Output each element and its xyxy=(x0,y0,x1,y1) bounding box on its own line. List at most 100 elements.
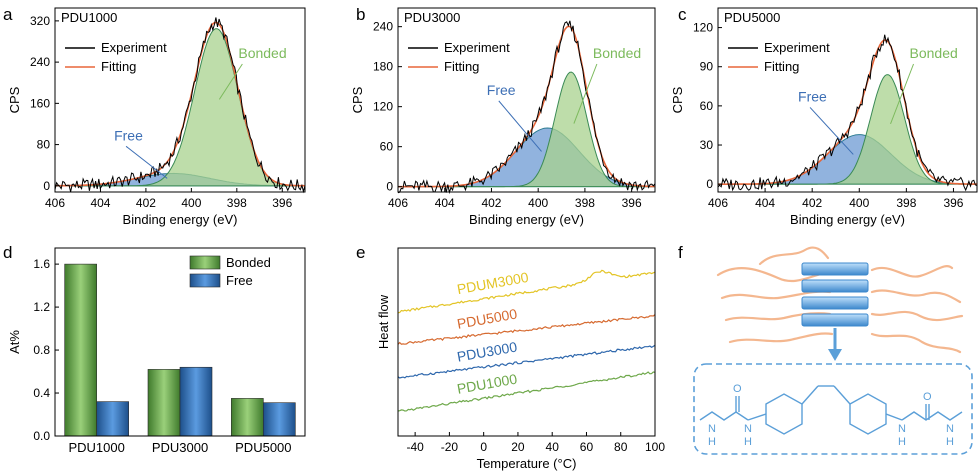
x-tick-label: 80 xyxy=(614,440,628,454)
x-tick-label: 396 xyxy=(943,196,963,210)
legend-experiment-label: Experiment xyxy=(444,40,510,55)
x-tick-label: 400 xyxy=(181,196,201,210)
atom-h-left-1: H xyxy=(708,436,716,448)
x-axis-label: Binding energy (eV) xyxy=(123,212,238,227)
legend-label: Free xyxy=(226,273,253,288)
y-axis-label: CPS xyxy=(7,86,22,113)
x-tick-label: 20 xyxy=(511,440,525,454)
bonded-pointer xyxy=(573,63,598,124)
legend-experiment-label: Experiment xyxy=(101,40,167,55)
fitting-line xyxy=(398,25,655,188)
x-tick-label: 398 xyxy=(227,196,247,210)
xps-chart-pdu3000: 406 404 402 400 398 396 0 60 120 180 240 Binding en… xyxy=(350,7,656,227)
y-tick-label: 90 xyxy=(700,60,714,74)
y-tick-label: 240 xyxy=(30,55,50,69)
atom-h-right-1: H xyxy=(898,436,906,448)
down-arrow-icon xyxy=(828,349,842,361)
category-label: PDU1000 xyxy=(68,440,124,455)
schematic-hard-domain: O N H N H O N H N H xyxy=(693,246,973,455)
atom-n-left-1: N xyxy=(708,423,716,435)
atom-n-right-1: N xyxy=(898,423,906,435)
y-axis-label: CPS xyxy=(350,86,365,113)
atom-o-left: O xyxy=(733,383,742,395)
y-axis-label: At% xyxy=(7,330,22,354)
x-tick-label: 396 xyxy=(622,196,642,210)
hard-domain-block-stack xyxy=(801,262,869,327)
x-tick-label: 406 xyxy=(708,196,728,210)
x-axis-label: Binding energy (eV) xyxy=(790,212,905,227)
x-axis-label: Temperature (°C) xyxy=(477,456,577,471)
y-axis-label: Heat flow xyxy=(376,294,391,349)
y-tick-label: 240 xyxy=(373,20,393,34)
x-tick-label: -40 xyxy=(406,440,424,454)
soft-chain-3 xyxy=(724,312,832,322)
bonded-annotation: Bonded xyxy=(910,45,958,61)
x-tick-label: 396 xyxy=(272,196,292,210)
soft-chain-8 xyxy=(870,332,962,354)
atom-o-right: O xyxy=(923,391,932,403)
panel-letter-c: c xyxy=(678,5,687,24)
soft-chain-9 xyxy=(758,246,830,266)
category-label: PDU3000 xyxy=(152,440,208,455)
bar-free-pdu3000 xyxy=(179,366,213,437)
y-tick-label: 60 xyxy=(700,99,714,113)
dsc-curve-pdum3000 xyxy=(397,269,656,314)
soft-chain-7 xyxy=(870,310,964,322)
x-tick-label: 398 xyxy=(575,196,595,210)
y-tick-label: 80 xyxy=(37,138,51,152)
x-tick-label: 100 xyxy=(645,440,665,454)
plot-frame xyxy=(717,7,978,193)
molecule-dashed-box xyxy=(693,363,973,455)
x-tick-label: 398 xyxy=(896,196,916,210)
dsc-curve-pdu5000 xyxy=(397,314,656,345)
x-axis-label: Binding energy (eV) xyxy=(469,212,584,227)
free-pointer xyxy=(125,145,168,179)
y-tick-label: 1.6 xyxy=(33,257,50,271)
y-axis-label: CPS xyxy=(670,86,685,113)
hard-block-2 xyxy=(801,279,869,293)
bonded-annotation: Bonded xyxy=(593,45,641,61)
atom-n-right-2: N xyxy=(946,423,954,435)
soft-chain-group xyxy=(716,246,964,354)
series-label: PDU1000 xyxy=(456,371,519,397)
chart-title: PDU3000 xyxy=(404,10,460,25)
plot-frame xyxy=(397,247,656,437)
y-tick-label: 0 xyxy=(386,180,393,194)
bar-bonded-pdu3000 xyxy=(147,369,181,437)
y-tick-label: 0.4 xyxy=(33,386,50,400)
soft-chain-5 xyxy=(870,265,954,278)
panel-letter-a: a xyxy=(3,5,13,24)
urea-molecule-structure xyxy=(699,385,963,435)
legend-swatch xyxy=(189,273,221,288)
dsc-curve-pdu1000 xyxy=(397,371,656,412)
molecule-atom-labels: O N H N H O N H N H xyxy=(708,383,954,448)
y-tick-label: 160 xyxy=(30,96,50,110)
x-tick-label: 40 xyxy=(546,440,560,454)
legend-fitting-label: Fitting xyxy=(101,59,136,74)
bar-free-pdu1000 xyxy=(96,401,129,437)
hard-block-4 xyxy=(801,313,869,327)
legend-fitting-label: Fitting xyxy=(764,59,799,74)
free-annotation: Free xyxy=(114,127,143,143)
x-tick-label: 400 xyxy=(849,196,869,210)
hard-block-1 xyxy=(801,262,869,276)
y-tick-label: 120 xyxy=(693,21,713,35)
y-tick-label: 120 xyxy=(373,100,393,114)
series-label: PDU5000 xyxy=(456,305,519,331)
plot-frame xyxy=(54,247,306,437)
x-tick-label: 402 xyxy=(481,196,501,210)
y-tick-label: 0 xyxy=(43,179,50,193)
bar-bonded-pdu5000 xyxy=(231,398,264,437)
x-tick-label: 402 xyxy=(136,196,156,210)
soft-chain-6 xyxy=(870,289,962,304)
panel-letter-e: e xyxy=(356,243,365,262)
series-label: PDU3000 xyxy=(456,338,519,364)
bonded-pointer xyxy=(218,63,243,100)
x-tick-label: 60 xyxy=(580,440,594,454)
experiment-line xyxy=(397,20,656,195)
soft-chain-1 xyxy=(716,267,830,283)
panel-letter-b: b xyxy=(356,5,365,24)
y-tick-label: 0.0 xyxy=(33,429,50,443)
